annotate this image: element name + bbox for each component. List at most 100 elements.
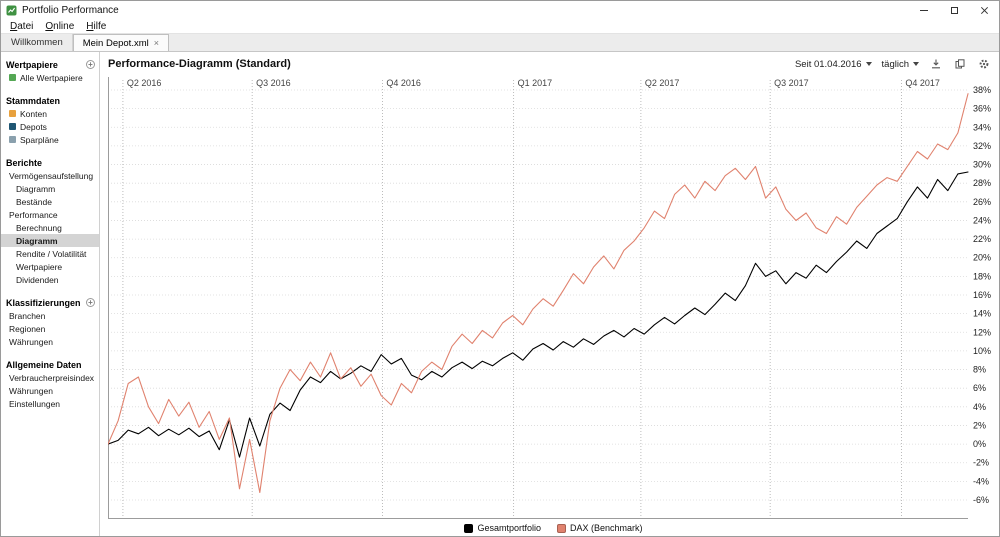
content-area: Wertpapiere + Alle Wertpapiere Stammdaten Ko… [1,52,999,536]
tab-label: Mein Depot.xml [82,37,149,49]
sidebar-item-label: Rendite / Volatilität [16,248,87,259]
sidebar-item-label: Wertpapiere [16,261,63,272]
chevron-down-icon [865,62,872,66]
minimize-button[interactable] [909,1,939,19]
y-axis-label: 6% [973,383,986,393]
sidebar-item-diagramm[interactable]: Diagramm [1,234,99,247]
tab-willkommen[interactable]: Willkommen [2,34,73,51]
sidebar-item-depots[interactable]: Depots [1,120,99,133]
sidebar-item-best-nde[interactable]: Bestände [1,195,99,208]
x-axis-quarter-label: Q1 2017 [518,78,553,88]
sidebar-section-allgemeine-daten: Allgemeine Daten Verbraucherpreisindex Wäh… [1,358,99,410]
menu-hilfe[interactable]: Hilfe [86,20,107,32]
sidebar-item-branchen[interactable]: Branchen [1,309,99,322]
close-button[interactable] [969,1,999,19]
sidebar-item-konten[interactable]: Konten [1,107,99,120]
section-title-label: Wertpapiere [6,59,58,70]
period-dropdown[interactable]: Seit 01.04.2016 [795,59,872,70]
tab-mein-depot-xml[interactable]: Mein Depot.xml × [72,34,169,51]
y-axis-label: 14% [973,309,991,319]
add-icon[interactable]: + [86,60,95,69]
interval-dropdown[interactable]: täglich [882,59,919,70]
sidebar-item-label: Sparpläne [20,134,59,145]
menu-online[interactable]: Online [45,20,75,32]
x-axis-quarter-label: Q3 2017 [774,78,809,88]
sidebar-item-label: Branchen [9,310,46,321]
tab-close-icon[interactable]: × [153,37,159,48]
period-label: Seit 01.04.2016 [794,58,862,70]
sidebar-item-verbraucherpreisindex[interactable]: Verbraucherpreisindex [1,371,99,384]
page-title: Performance-Diagramm (Standard) [108,58,291,70]
y-axis-label: 32% [973,141,991,151]
section-title-label: Stammdaten [6,95,61,106]
legend-label: Gesamtportfolio [477,523,541,533]
copy-chart-button[interactable] [953,57,967,71]
menu-datei[interactable]: Datei [10,20,34,32]
sidebar-item-rendite-volatilit-t[interactable]: Rendite / Volatilität [1,247,99,260]
section-title-label: Allgemeine Daten [6,359,82,370]
sidebar-item-sparpl-ne[interactable]: Sparpläne [1,133,99,146]
main-panel: Performance-Diagramm (Standard) Seit 01.… [100,52,999,536]
sidebar-item-label: Vermögensaufstellung [9,170,94,181]
sidebar-item-label: Diagramm [16,235,58,246]
window-controls [909,1,999,19]
y-axis-label: 36% [973,104,991,114]
menu-bar: Datei Online Hilfe [1,19,999,34]
sidebar-item-wertpapiere[interactable]: Wertpapiere [1,260,99,273]
y-axis-label: 34% [973,122,991,132]
sidebar-item-label: Performance [9,209,58,220]
sidebar-item-w-hrungen[interactable]: Währungen [1,384,99,397]
sidebar-item-regionen[interactable]: Regionen [1,322,99,335]
sidebar-item-label: Depots [20,121,47,132]
sidebar-item-einstellungen[interactable]: Einstellungen [1,397,99,410]
window-title: Portfolio Performance [22,4,119,16]
export-chart-button[interactable] [929,57,943,71]
series-line-gesamtportfolio [108,171,969,458]
sidebar-section-title: Wertpapiere + [1,58,99,71]
sidebar-item-label: Diagramm [16,183,56,194]
legend-swatch [464,523,474,533]
sidebar-item-label: Währungen [9,385,53,396]
y-axis-label: 30% [973,160,991,170]
y-axis-label: 0% [973,439,986,449]
y-axis-label: -6% [973,495,989,505]
add-icon[interactable]: + [86,298,95,307]
copy-icon [955,59,965,69]
y-axis-label: -2% [973,458,989,468]
maximize-button[interactable] [939,1,969,19]
sidebar-item-performance[interactable]: Performance [1,208,99,221]
y-axis-label: 28% [973,178,991,188]
app-icon [6,5,17,16]
sidebar-section-title: Klassifizierungen + [1,296,99,309]
sidebar: Wertpapiere + Alle Wertpapiere Stammdaten Ko… [1,52,100,536]
x-axis-quarter-label: Q4 2017 [905,78,940,88]
portfolios-icon [9,123,16,130]
y-axis-label: 26% [973,197,991,207]
x-axis-quarter-label: Q3 2016 [256,78,291,88]
sidebar-item-verm-gensaufstellung[interactable]: Vermögensaufstellung [1,169,99,182]
y-axis-label: 38% [973,85,991,95]
sidebar-item-alle-wertpapiere[interactable]: Alle Wertpapiere [1,71,99,84]
performance-chart-canvas[interactable]: -6% -4% -2% 0% 2% 4% 6% 8% 10% 12% 14% 16% 18% 20% 22%… [108,74,998,520]
sidebar-item-w-hrungen[interactable]: Währungen [1,335,99,348]
download-icon [932,59,940,69]
sidebar-item-dividenden[interactable]: Dividenden [1,273,99,286]
legend-item-dax-benchmark: DAX (Benchmark) [557,523,643,533]
chart-settings-button[interactable] [977,57,991,71]
sidebar-item-label: Dividenden [16,274,59,285]
tab-label: Willkommen [11,37,63,48]
sidebar-section-stammdaten: Stammdaten Konten Depots Sparpläne [1,94,99,146]
sidebar-item-label: Einstellungen [9,398,61,409]
interval-label: täglich [881,58,909,70]
chevron-down-icon [913,62,919,66]
y-axis-label: 20% [973,253,991,263]
sidebar-item-label: Konten [20,108,47,119]
sidebar-item-label: Regionen [9,323,46,334]
y-axis-label: 18% [973,271,991,281]
sidebar-section-berichte: Berichte Vermögensaufstellung Diagramm Best… [1,156,99,286]
sidebar-item-berechnung[interactable]: Berechnung [1,221,99,234]
y-axis-label: 24% [973,215,991,225]
close-icon [980,6,989,15]
sidebar-item-diagramm[interactable]: Diagramm [1,182,99,195]
